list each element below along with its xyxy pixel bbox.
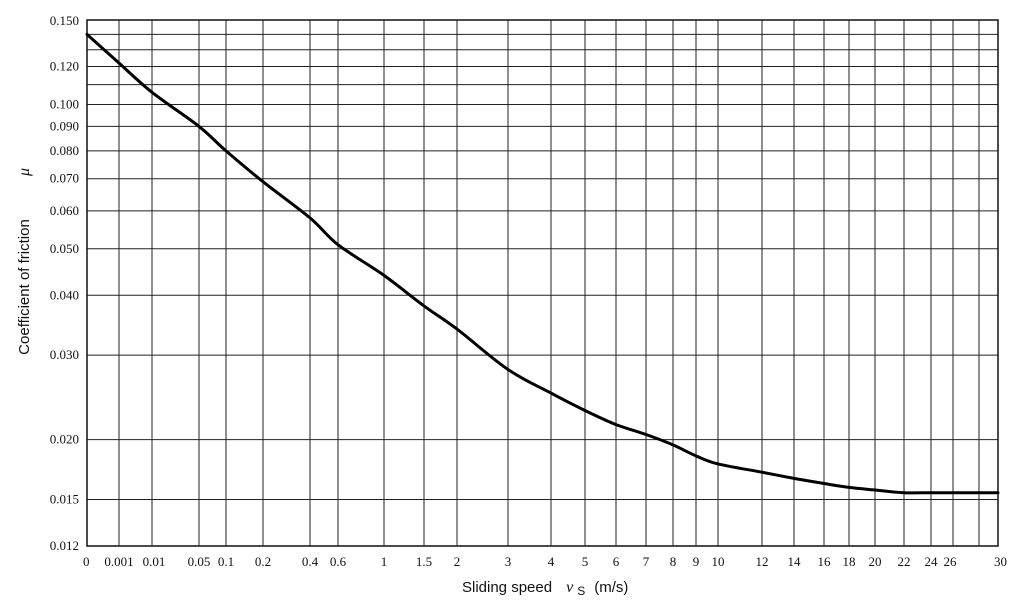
x-tick-label: 1.5 (416, 554, 432, 569)
friction-curve (85, 32, 1000, 495)
y-tick-label: 0.070 (50, 171, 79, 186)
y-tick-label: 0.100 (50, 96, 79, 111)
x-axis-title-prefix: Sliding speed (462, 579, 552, 596)
x-tick-label: 0.6 (330, 554, 347, 569)
x-tick-label: 3 (505, 554, 512, 569)
y-tick-label: 0.090 (50, 118, 79, 133)
y-tick-label: 0.060 (50, 203, 79, 218)
x-tick-label: 10 (712, 554, 725, 569)
x-tick-label: 22 (898, 554, 911, 569)
x-tick-label: 0.05 (188, 554, 211, 569)
x-tick-label: 2 (454, 554, 461, 569)
x-tick-label: 26 (944, 554, 958, 569)
y-tick-label: 0.050 (50, 241, 79, 256)
x-tick-label: 1 (381, 554, 388, 569)
x-tick-label: 0.2 (255, 554, 271, 569)
y-tick-label: 0.030 (50, 347, 79, 362)
x-tick-label: 16 (818, 554, 832, 569)
x-tick-label: 5 (582, 554, 589, 569)
y-tick-label: 0.080 (50, 143, 79, 158)
x-tick-label: 30 (994, 554, 1007, 569)
x-tick-label: 0 (83, 554, 90, 569)
plot-frame (86, 19, 999, 547)
x-tick-label: 0.1 (218, 554, 234, 569)
y-tick-label: 0.020 (50, 432, 79, 447)
y-axis-symbol: μ (16, 168, 33, 177)
x-tick-label: 0.001 (104, 554, 133, 569)
x-tick-label: 20 (869, 554, 882, 569)
x-tick-label: 14 (788, 554, 802, 569)
y-tick-label: 0.120 (50, 58, 79, 73)
y-tick-label: 0.150 (50, 13, 79, 28)
x-tick-label: 4 (548, 554, 555, 569)
x-tick-label: 0.4 (302, 554, 319, 569)
x-axis-symbol-subscript: S (577, 584, 585, 598)
x-axis-symbol: v (566, 579, 574, 596)
x-tick-label: 6 (613, 554, 620, 569)
y-axis-title: Coefficient of friction (16, 219, 33, 355)
y-tick-labels: 0.150 0.120 0.100 0.090 0.080 0.070 0.060 0.050… (50, 13, 79, 553)
x-tick-label: 7 (643, 554, 650, 569)
x-axis-title: Sliding speed v S (m/s) (462, 579, 628, 599)
x-tick-label: 12 (756, 554, 769, 569)
y-tick-label: 0.015 (50, 492, 79, 507)
x-tick-label: 18 (843, 554, 856, 569)
grid-lines (87, 19, 998, 547)
y-tick-label: 0.012 (50, 538, 79, 553)
x-axis-unit: (m/s) (594, 579, 628, 596)
x-tick-label: 9 (693, 554, 700, 569)
x-tick-label: 8 (670, 554, 677, 569)
x-tick-label: 0.01 (143, 554, 166, 569)
y-tick-label: 0.040 (50, 287, 79, 302)
x-tick-label: 24 (925, 554, 939, 569)
x-tick-labels: 0 0.001 0.01 0.05 0.1 0.2 0.4 0.6 1 1.5 2 3 4 5 6 7 8 9 10… (83, 554, 1007, 569)
